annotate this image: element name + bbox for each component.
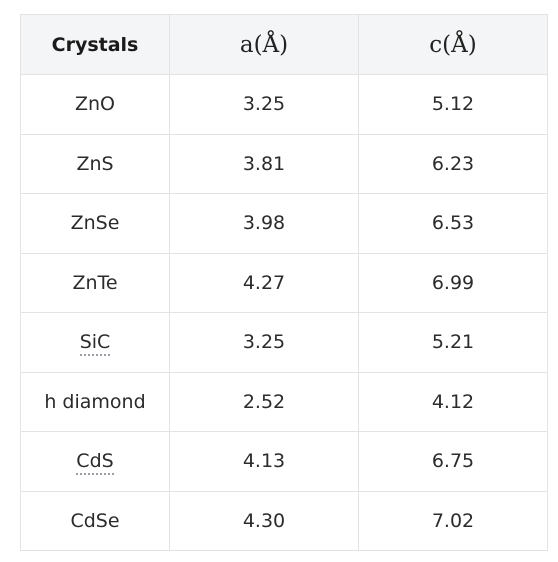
a-value-cell: 4.13 [169,431,359,492]
crystal-name: ZnSe [70,212,120,235]
c-value-cell: 6.53 [358,193,548,254]
a-value-cell: 4.27 [169,252,359,313]
table-row: ZnTe 4.27 6.99 [20,252,548,313]
table-row: ZnO 3.25 5.12 [20,74,548,135]
crystal-name: CdSe [70,509,120,532]
crystal-cell: SiC [20,312,170,373]
crystal-lattice-table-container: Crystals a(Å) c(Å) ZnO 3.25 5.12 ZnS 3.8… [20,14,548,551]
crystal-cell: ZnSe [20,193,170,254]
crystal-cell: ZnS [20,133,170,194]
c-value-cell: 6.99 [358,252,548,313]
c-value-cell: 6.75 [358,431,548,492]
table-row: ZnS 3.81 6.23 [20,133,548,194]
a-value-cell: 4.30 [169,490,359,551]
table-row: ZnSe 3.98 6.53 [20,193,548,254]
c-value-cell: 4.12 [358,371,548,432]
crystal-link-cds[interactable]: CdS [76,450,114,476]
table-row: SiC 3.25 5.21 [20,312,548,373]
crystal-cell: h diamond [20,371,170,432]
c-value-cell: 5.12 [358,74,548,135]
crystal-name: ZnTe [72,271,118,294]
crystal-link-sic[interactable]: SiC [79,331,111,357]
a-value-cell: 2.52 [169,371,359,432]
crystal-cell: ZnO [20,74,170,135]
a-value-cell: 3.25 [169,312,359,373]
crystal-lattice-table: Crystals a(Å) c(Å) ZnO 3.25 5.12 ZnS 3.8… [20,14,548,551]
crystal-cell: ZnTe [20,252,170,313]
header-a-lattice: a(Å) [169,14,359,75]
table-row: h diamond 2.52 4.12 [20,371,548,432]
header-c-lattice: c(Å) [358,14,548,75]
crystal-name: ZnO [74,93,115,116]
a-value-cell: 3.25 [169,74,359,135]
c-value-cell: 5.21 [358,312,548,373]
crystal-name: h diamond [44,390,146,413]
c-value-cell: 6.23 [358,133,548,194]
table-row: CdSe 4.30 7.02 [20,490,548,551]
table-row: CdS 4.13 6.75 [20,431,548,492]
crystal-cell: CdSe [20,490,170,551]
crystal-name: ZnS [76,152,114,175]
a-value-cell: 3.98 [169,193,359,254]
c-value-cell: 7.02 [358,490,548,551]
table-header-row: Crystals a(Å) c(Å) [20,14,548,75]
crystal-cell: CdS [20,431,170,492]
a-value-cell: 3.81 [169,133,359,194]
header-crystals: Crystals [20,14,170,75]
